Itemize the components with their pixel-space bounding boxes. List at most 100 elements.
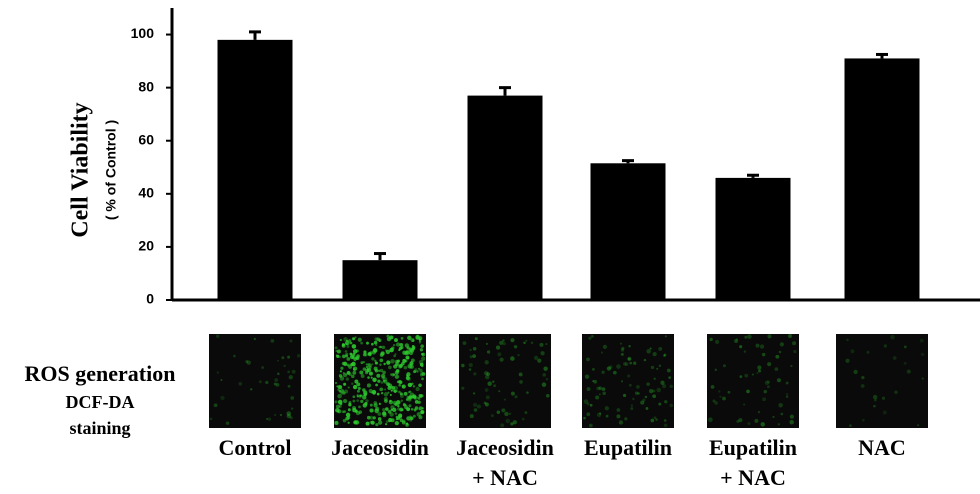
cell-dot [496,346,500,350]
cell-dot [861,384,865,388]
cell-dot [757,366,761,370]
cell-dot [786,393,788,395]
cell-dot [372,350,376,354]
cell-dot [718,390,720,392]
cell-dot [862,419,865,422]
cell-dot [711,385,715,389]
cell-dot [411,383,413,385]
cell-dot [485,360,489,364]
cell-dot [420,344,424,348]
cell-dot [511,392,515,396]
cell-dot [793,350,796,353]
cell-dot [500,358,504,362]
cell-dot [386,350,390,354]
cell-dot [354,336,356,338]
cell-dot [616,364,621,369]
cell-dot [792,341,796,345]
cell-dot [500,423,504,427]
cell-dot [651,366,654,369]
cell-dot [484,402,487,405]
y-tick-label: 60 [138,131,154,147]
cell-dot [341,390,344,393]
cell-dot [385,407,389,411]
cell-dot [386,382,390,386]
cell-dot [632,398,634,400]
cell-dot [790,415,794,419]
cell-dot [370,404,373,407]
cell-dot [360,361,363,364]
cell-dot [414,409,417,412]
cell-dot [397,381,400,384]
cell-dot [381,376,384,379]
cell-dot [419,369,422,372]
cell-dot [337,385,341,389]
cell-dot [601,352,603,354]
cell-dot [492,381,494,383]
cell-dot [371,377,373,379]
cell-dot [636,385,640,389]
cell-dot [772,416,774,418]
cell-dot [384,397,388,401]
cell-dot [601,371,604,374]
cell-dot [338,400,343,405]
cell-dot [368,352,372,356]
cell-dot [470,355,473,358]
cell-dot [473,403,477,407]
cell-dot [233,355,236,358]
cell-dot [470,414,474,418]
cell-dot [524,411,527,414]
cell-dot [401,337,404,340]
cell-dot [379,388,383,392]
cell-dot [593,380,597,384]
cell-dot [390,373,393,376]
cell-dot [343,399,347,403]
cell-dot [758,369,761,372]
cell-dot [335,382,337,384]
cell-dot [756,344,760,348]
cell-dot [646,407,649,410]
cell-dot [343,383,346,386]
cell-dot [461,364,465,368]
cell-dot [363,367,367,371]
cell-dot [635,391,638,394]
cell-dot [596,387,600,391]
cell-dot [283,365,285,367]
cell-dot [386,335,389,338]
cell-dot [606,415,609,418]
cell-dot [350,355,354,359]
cell-dot [752,373,754,375]
cell-dot [343,337,347,341]
cell-dot [369,372,373,376]
cell-dot [646,382,650,386]
cell-dot [274,378,278,382]
cell-dot [353,385,357,389]
cell-dot [651,419,655,423]
cell-dot [409,347,414,352]
cell-dot [371,357,374,360]
cell-dot [588,337,591,340]
cell-dot [861,376,864,379]
cell-dot [379,403,381,405]
cell-dot [335,350,337,352]
cell-dot [382,411,386,415]
cell-dot [510,338,514,342]
cell-dot [412,339,415,342]
cell-dot [767,385,770,388]
cell-dot [420,394,423,397]
cell-dot [398,391,401,394]
x-tick-label: + NAC [472,465,538,490]
x-tick-label: Jaceosidin [331,435,429,460]
cell-dot [340,339,342,341]
cell-dot [280,414,282,416]
cell-dot [421,378,424,381]
cell-dot [346,413,350,417]
cell-dot [375,384,378,387]
cell-dot [266,418,268,420]
cell-dot [504,412,508,416]
cell-dot [616,408,620,412]
cell-dot [504,399,506,401]
y-axis-title: Cell Viability [68,102,94,237]
cell-dot [498,390,500,392]
cell-dot [358,406,361,409]
cell-dot [337,409,341,413]
